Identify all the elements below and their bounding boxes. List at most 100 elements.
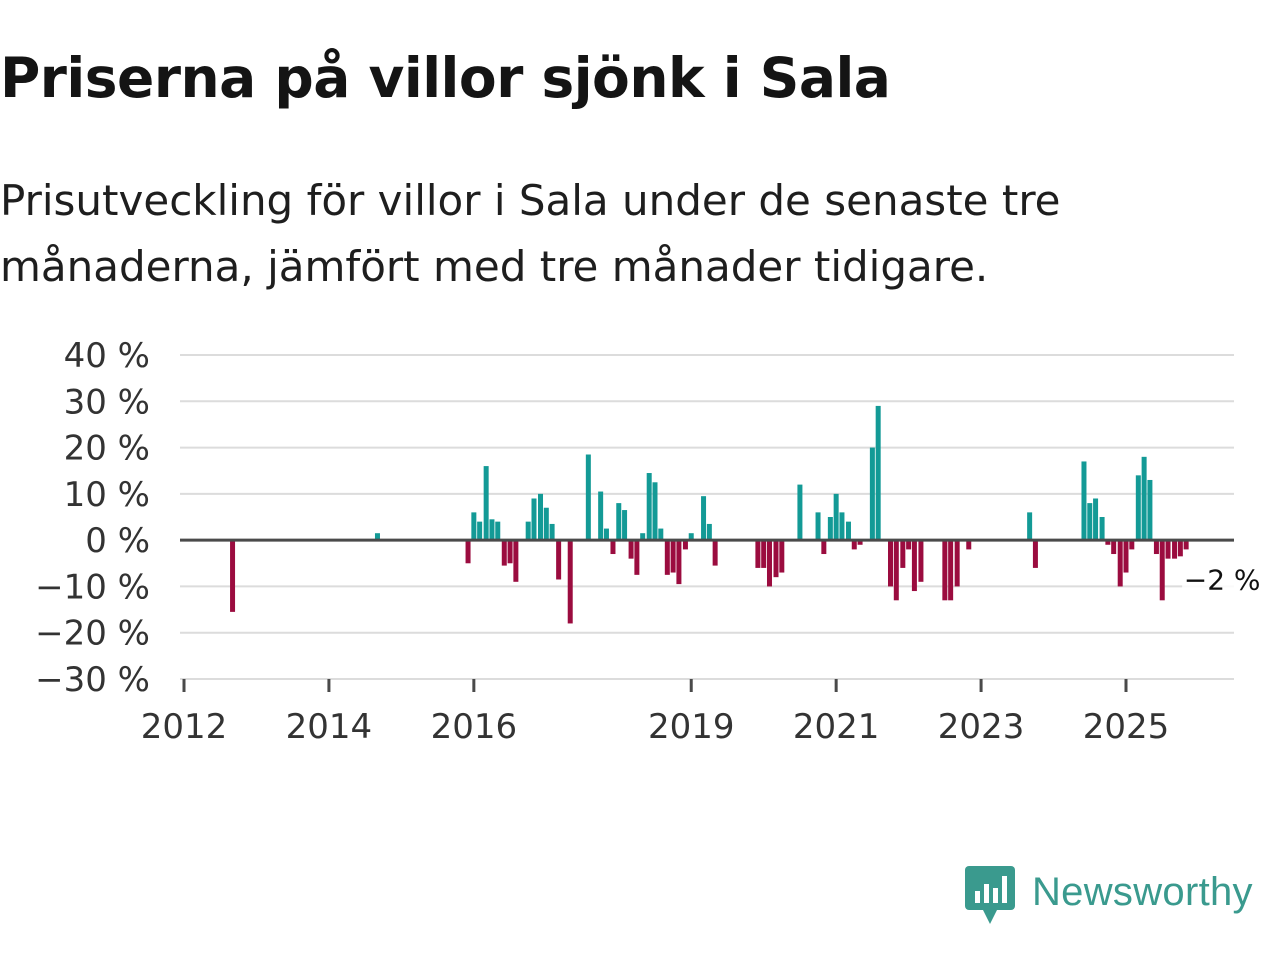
bar-positive [531, 498, 537, 541]
bar-negative [755, 540, 761, 568]
bar-positive [483, 466, 489, 541]
bar-positive [815, 512, 821, 541]
bar-positive [869, 447, 875, 541]
x-tick-label: 2016 [431, 707, 518, 747]
y-tick-label: −10 % [35, 567, 150, 607]
last-value-annotation: −2 % [1182, 563, 1263, 598]
y-tick-label: −20 % [35, 614, 150, 654]
bar-positive [688, 533, 694, 541]
bar-positive [1087, 503, 1093, 541]
chart-subtitle: Prisutveckling för villor i Sala under d… [0, 176, 1061, 291]
bar-positive [652, 482, 658, 541]
bar-negative [682, 540, 688, 550]
bar-negative [857, 540, 863, 545]
y-tick-label: 20 % [64, 429, 150, 469]
bar-negative [507, 540, 513, 564]
bar-positive [646, 473, 652, 541]
bar-positive [489, 519, 495, 541]
bar-negative [900, 540, 906, 568]
bar-positive [640, 533, 646, 541]
bar-negative [676, 540, 682, 585]
y-axis-labels: 40 % 30 % 20 % 10 % 0 % −10 % −20 % −30 % [35, 336, 150, 700]
y-tick-label: 10 % [64, 475, 150, 515]
bar-negative [966, 540, 972, 550]
bar-negative [1123, 540, 1129, 573]
bar-negative [465, 540, 471, 564]
bar-positive [658, 528, 664, 541]
bar-positive [1135, 475, 1141, 541]
bar-negative [1159, 540, 1165, 601]
bar-positive [839, 512, 845, 541]
x-tick-label: 2021 [793, 707, 880, 747]
bar-negative [761, 540, 767, 568]
bar-negative [556, 540, 562, 580]
bar-positive [538, 493, 544, 541]
bar-negative [670, 540, 676, 573]
bar-negative [230, 540, 236, 612]
newsworthy-logo-icon [965, 866, 1015, 924]
bar-negative [1117, 540, 1123, 587]
brand-name: Newsworthy [1032, 870, 1253, 914]
bar-negative [893, 540, 899, 601]
bar-positive [374, 533, 380, 541]
bar-positive [875, 405, 881, 541]
bar-positive [495, 521, 501, 541]
bar-positive [827, 517, 833, 541]
bar-positive [797, 484, 803, 541]
bar-negative [501, 540, 507, 566]
bar-positive [1147, 479, 1153, 541]
bar-negative [911, 540, 917, 592]
x-tick-label: 2014 [286, 707, 373, 747]
bar-negative [906, 540, 912, 550]
bar-positive [471, 512, 477, 541]
bar-positive [616, 503, 622, 541]
chart-title: Priserna på villor sjönk i Sala [0, 46, 891, 110]
bar-negative [1177, 540, 1183, 557]
bar-negative [1032, 540, 1038, 568]
bar-negative [634, 540, 640, 575]
bar-positive [1093, 498, 1099, 541]
bars [230, 405, 1189, 624]
bar-negative [954, 540, 960, 587]
x-tick-label: 2025 [1083, 707, 1170, 747]
bar-negative [942, 540, 948, 601]
bar-positive [1027, 512, 1033, 541]
bar-negative [1111, 540, 1117, 555]
bar-negative [888, 540, 893, 587]
x-axis-ticks: 2012 2014 2016 2019 2021 2023 2025 [141, 679, 1170, 747]
x-tick-label: 2023 [938, 707, 1025, 747]
bar-negative [851, 540, 857, 550]
bar-positive [585, 454, 591, 541]
y-tick-label: 30 % [64, 382, 150, 422]
bar-positive [701, 496, 707, 541]
y-tick-label: 0 % [85, 521, 150, 561]
bar-negative [821, 540, 827, 555]
bar-negative [1105, 540, 1111, 545]
bar-positive [1141, 456, 1147, 541]
bar-negative [1165, 540, 1171, 559]
bar-positive [845, 521, 851, 541]
last-value-label: −2 % [1184, 563, 1261, 596]
newsworthy-brand: Newsworthy [964, 864, 1280, 928]
bar-negative [918, 540, 924, 582]
y-tick-label: 40 % [64, 336, 150, 376]
bar-negative [610, 540, 616, 555]
bar-positive [525, 521, 531, 541]
bar-negative [567, 540, 573, 624]
bar-chart: 40 %30 %20 %10 %0 %−10 %−20 %−30 % 2012 2… [35, 336, 1263, 747]
bar-positive [603, 528, 609, 541]
bar-negative [664, 540, 670, 575]
bar-negative [712, 540, 718, 566]
bar-negative [766, 540, 772, 587]
bar-positive [622, 510, 628, 541]
bar-negative [948, 540, 954, 601]
bar-negative [1129, 540, 1135, 550]
bar-positive [706, 523, 712, 541]
grid-lines [180, 354, 1234, 634]
bar-negative [1183, 540, 1189, 550]
bar-negative [779, 540, 785, 573]
x-tick-label: 2019 [648, 707, 735, 747]
y-tick-label: −30 % [35, 660, 150, 700]
bar-negative [513, 540, 519, 582]
bar-positive [1081, 461, 1087, 541]
